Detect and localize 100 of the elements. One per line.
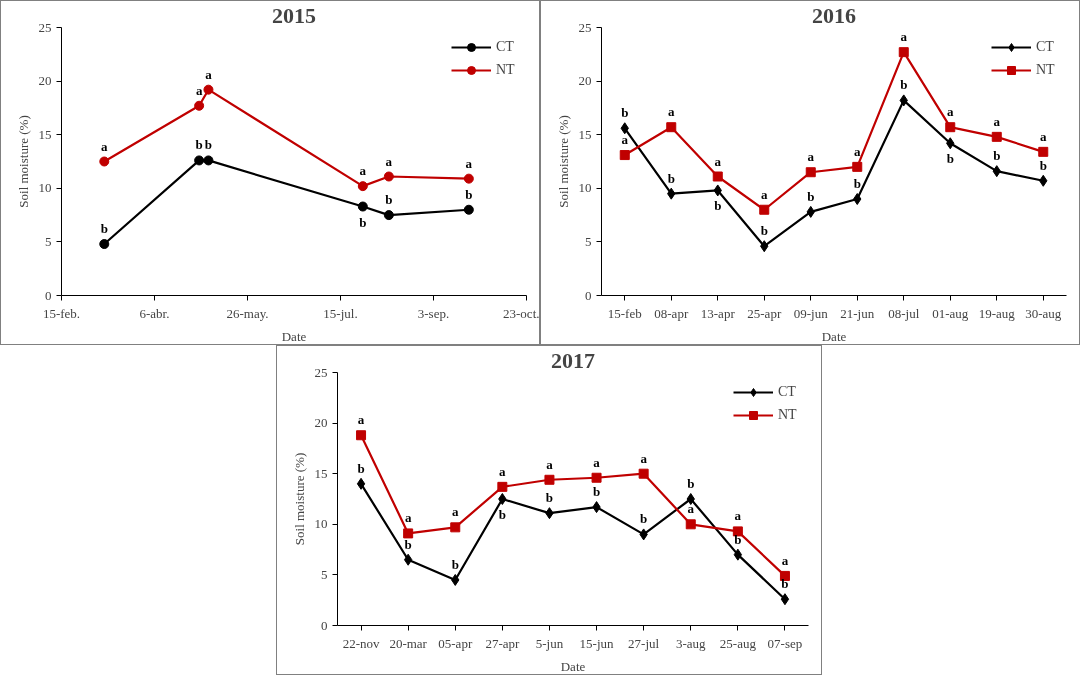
x-tick-label: 27-jul (628, 635, 660, 651)
chart-title: 2017 (551, 347, 595, 373)
x-tick-label: 5-jun (535, 635, 564, 651)
point (898, 47, 909, 58)
data-label: a (1040, 128, 1047, 144)
x-tick-label: 20-mar (389, 635, 428, 651)
point (685, 519, 696, 530)
data-label: a (499, 463, 507, 479)
data-label: b (545, 490, 554, 506)
data-label: b (404, 536, 412, 552)
data-label: b (1039, 157, 1047, 173)
point (356, 477, 366, 490)
data-label: b (357, 460, 365, 476)
x-axis-title: Date (821, 328, 847, 344)
point (619, 150, 630, 161)
point (780, 593, 790, 606)
point (638, 468, 649, 479)
y-tick-label: 15 (314, 465, 328, 481)
chart-title: 2016 (812, 2, 856, 28)
x-tick-label: 25-aug (719, 635, 757, 651)
data-label: a (687, 501, 695, 517)
data-label: a (465, 155, 473, 171)
point (357, 201, 368, 212)
point (712, 171, 723, 182)
data-label: a (359, 163, 367, 179)
data-label: b (993, 148, 1001, 164)
point (450, 522, 461, 533)
data-label: b (195, 137, 203, 153)
x-tick-label: 22-nov (342, 635, 380, 651)
y-tick-label: 5 (321, 566, 328, 582)
x-tick-label: 23-oct. (503, 305, 540, 321)
data-label: a (546, 456, 554, 472)
data-label: b (946, 151, 954, 167)
y-tick-label: 15 (578, 126, 592, 142)
point (666, 122, 677, 133)
point (759, 204, 770, 215)
point (99, 156, 110, 167)
point (403, 553, 413, 566)
data-label: a (452, 504, 459, 520)
point (805, 167, 816, 178)
y-tick-label: 0 (321, 617, 328, 633)
point (497, 481, 508, 492)
x-tick-label: 08-apr (654, 305, 689, 321)
point (1038, 146, 1049, 157)
legend-label: NT (496, 62, 516, 78)
x-tick-label: 26-may. (226, 305, 269, 321)
data-label: a (900, 29, 908, 45)
legend-label: NT (1036, 62, 1056, 78)
data-label: b (667, 170, 675, 186)
legend-label: CT (778, 384, 797, 400)
x-tick-label: 30-aug (1025, 305, 1062, 321)
point (383, 210, 394, 221)
x-axis-title: Date (560, 658, 586, 674)
data-label: a (593, 454, 601, 470)
chart-title: 2015 (272, 2, 316, 28)
y-axis-title: Soil moisture (%) (291, 452, 307, 546)
legend-label: NT (778, 407, 798, 423)
y-tick-label: 25 (578, 19, 592, 35)
point (686, 493, 695, 505)
x-tick-label: 07-sep (767, 635, 803, 651)
y-tick-label: 10 (38, 180, 52, 196)
point (498, 493, 507, 505)
data-label: a (714, 153, 722, 169)
data-label: a (195, 82, 203, 98)
data-label: b (760, 223, 768, 239)
point (194, 100, 205, 111)
x-tick-label: 25-apr (747, 305, 782, 321)
x-tick-label: 13-apr (700, 305, 736, 321)
point (733, 548, 743, 561)
point (356, 430, 367, 441)
y-tick-label: 0 (585, 287, 592, 303)
data-label: a (668, 104, 675, 120)
legend-label: CT (496, 39, 515, 55)
x-tick-label: 27-apr (485, 635, 520, 651)
data-label: b (621, 105, 629, 121)
data-label: b (687, 476, 695, 491)
data-label: b (853, 176, 861, 192)
data-label: b (465, 186, 473, 202)
y-tick-label: 25 (38, 19, 52, 35)
data-label: b (204, 137, 213, 153)
data-label: a (734, 508, 742, 524)
data-label: a (854, 143, 861, 159)
x-axis-title: Date (281, 328, 307, 344)
x-tick-label: 6-abr. (139, 305, 170, 321)
x-tick-label: 15-jul. (323, 305, 358, 321)
x-tick-label: 3-aug (675, 635, 707, 651)
data-label: b (714, 198, 722, 214)
point (203, 155, 214, 166)
data-label: a (781, 552, 789, 568)
data-label: b (451, 556, 459, 572)
data-label: b (734, 531, 742, 547)
y-tick-label: 5 (45, 233, 52, 249)
x-tick-label: 09-jun (793, 305, 829, 321)
point (203, 84, 214, 95)
point (383, 171, 394, 182)
x-tick-label: 15-feb (607, 305, 642, 321)
data-label: a (993, 113, 1001, 129)
x-tick-label: 19-aug (978, 305, 1016, 321)
data-label: a (807, 149, 815, 165)
x-tick-label: 21-jun (840, 305, 875, 321)
